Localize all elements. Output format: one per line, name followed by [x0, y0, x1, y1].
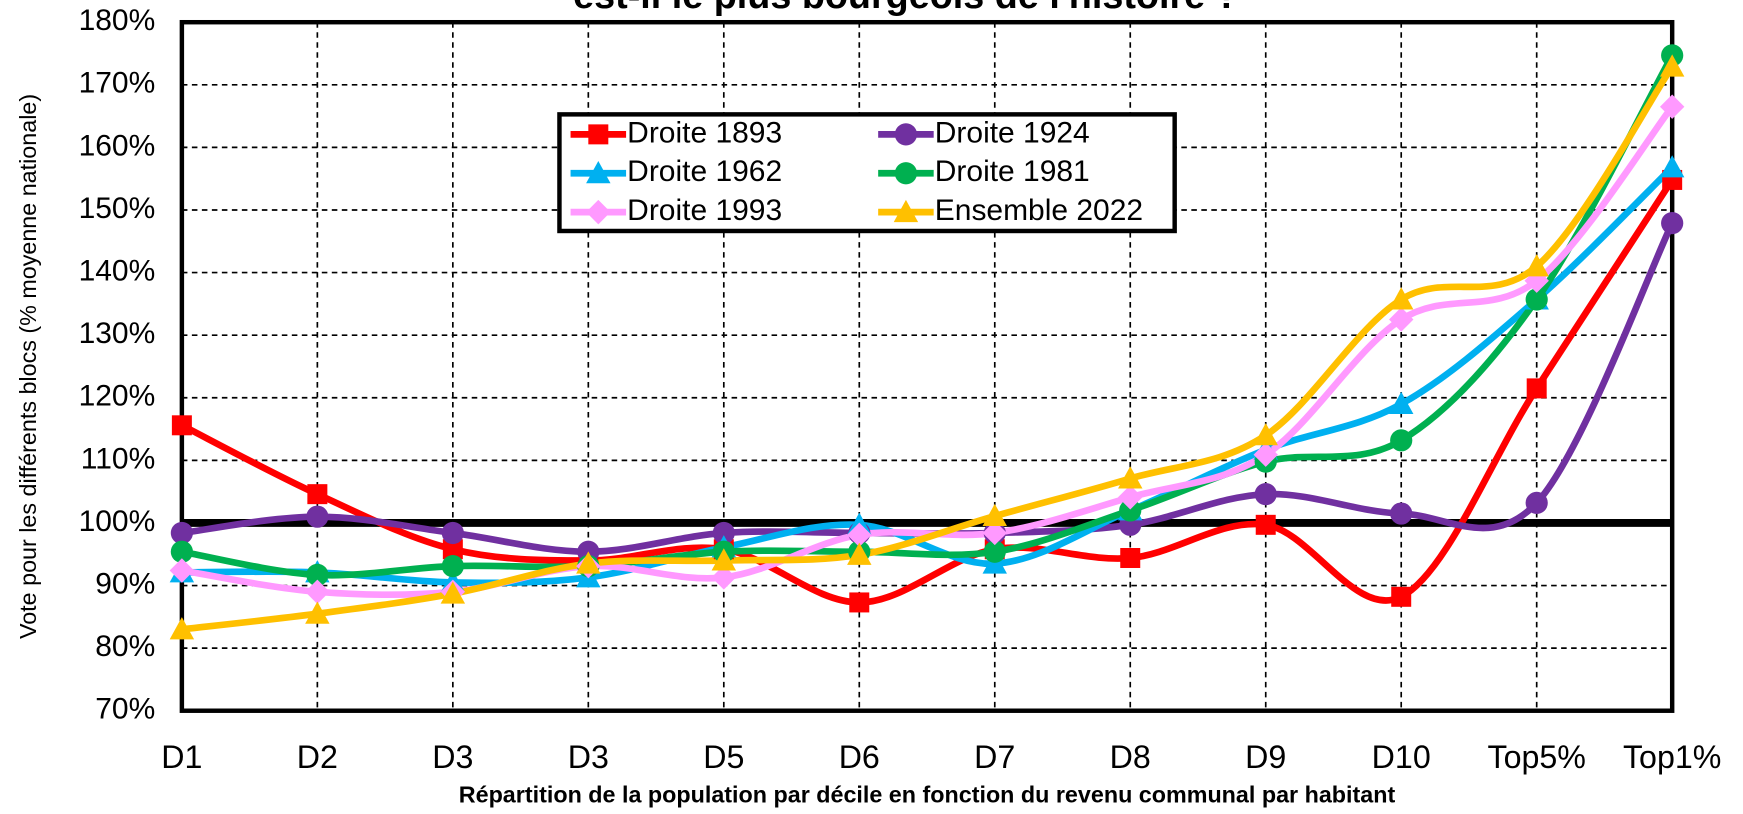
y-axis-label: Vote pour les différents blocs (% moyenn…: [15, 94, 41, 639]
marker: [893, 199, 919, 223]
marker: [1391, 586, 1412, 607]
marker: [894, 123, 918, 146]
x-tick-label: D7: [974, 739, 1015, 775]
plot-frame: [179, 19, 1675, 713]
legend-label: Droite 1962: [627, 155, 782, 188]
x-tick-label: D5: [703, 739, 744, 775]
marker: [847, 542, 872, 565]
marker: [588, 124, 609, 145]
marker: [442, 539, 463, 560]
x-tick-label: D8: [1110, 739, 1151, 775]
x-tick-label: D10: [1372, 739, 1431, 775]
x-tick-label: D9: [1245, 739, 1286, 775]
marker: [440, 581, 466, 604]
marker: [576, 551, 601, 574]
marker: [1390, 429, 1413, 452]
marker: [1661, 212, 1684, 235]
x-tick-label: D2: [297, 739, 338, 775]
marker: [1118, 485, 1143, 510]
marker: [983, 540, 1006, 563]
marker: [1659, 155, 1685, 178]
y-tick-label: 150%: [79, 192, 156, 225]
y-tick-label: 70%: [95, 693, 155, 726]
legend-box: [557, 112, 1177, 234]
x-tick-label: D3: [432, 739, 473, 775]
y-tick-label: 160%: [79, 129, 156, 162]
marker: [1659, 54, 1685, 77]
legend-label: Droite 1981: [935, 155, 1090, 188]
marker: [711, 548, 737, 571]
marker: [1120, 548, 1141, 568]
marker: [441, 521, 464, 545]
marker: [894, 162, 918, 185]
marker: [711, 565, 737, 590]
marker: [982, 520, 1007, 546]
marker: [1119, 499, 1142, 522]
x-tick-label: Top1%: [1623, 739, 1721, 775]
legend-label: Droite 1924: [935, 116, 1090, 149]
marker: [1525, 491, 1548, 515]
marker: [1390, 502, 1413, 525]
y-tick-label: 140%: [79, 255, 156, 288]
marker: [170, 521, 193, 545]
marker: [169, 558, 195, 583]
x-tick-label: D6: [839, 739, 880, 775]
x-axis-label: Répartition de la population par décile …: [459, 781, 1396, 807]
marker: [169, 617, 195, 640]
y-tick-label: 130%: [79, 317, 156, 350]
chart-title: est-il le plus bourgeois de l'histoire ?: [573, 0, 1239, 16]
legend-label: Droite 1993: [627, 194, 782, 227]
marker: [712, 521, 735, 545]
x-tick-label: D1: [161, 739, 202, 775]
marker: [1388, 391, 1414, 415]
marker: [1388, 287, 1414, 310]
marker: [847, 522, 872, 548]
marker: [1253, 442, 1278, 467]
y-tick-label: 100%: [79, 505, 156, 538]
legend-label: Ensemble 2022: [935, 194, 1143, 227]
marker: [1253, 423, 1278, 446]
marker: [1524, 254, 1549, 277]
marker: [1254, 483, 1277, 506]
y-tick-label: 170%: [79, 67, 156, 100]
marker: [1526, 378, 1547, 399]
marker: [441, 555, 464, 578]
marker: [170, 540, 193, 563]
marker: [982, 503, 1007, 527]
x-tick-label: D3: [568, 739, 609, 775]
y-tick-label: 110%: [81, 442, 155, 475]
marker: [305, 579, 330, 605]
y-tick-label: 120%: [79, 380, 156, 413]
x-tick-label: Top5%: [1487, 739, 1585, 775]
marker: [306, 563, 329, 587]
y-tick-label: 80%: [95, 630, 155, 663]
marker: [1118, 466, 1143, 489]
marker: [1525, 288, 1548, 311]
marker: [1255, 514, 1276, 535]
marker: [586, 161, 611, 184]
marker: [849, 592, 870, 613]
marker: [305, 601, 330, 624]
legend-label: Droite 1893: [627, 116, 782, 149]
marker: [171, 415, 192, 436]
y-tick-label: 90%: [95, 567, 155, 600]
y-tick-label: 180%: [79, 4, 156, 37]
marker: [306, 505, 329, 528]
marker: [1388, 307, 1414, 332]
marker: [307, 484, 328, 505]
